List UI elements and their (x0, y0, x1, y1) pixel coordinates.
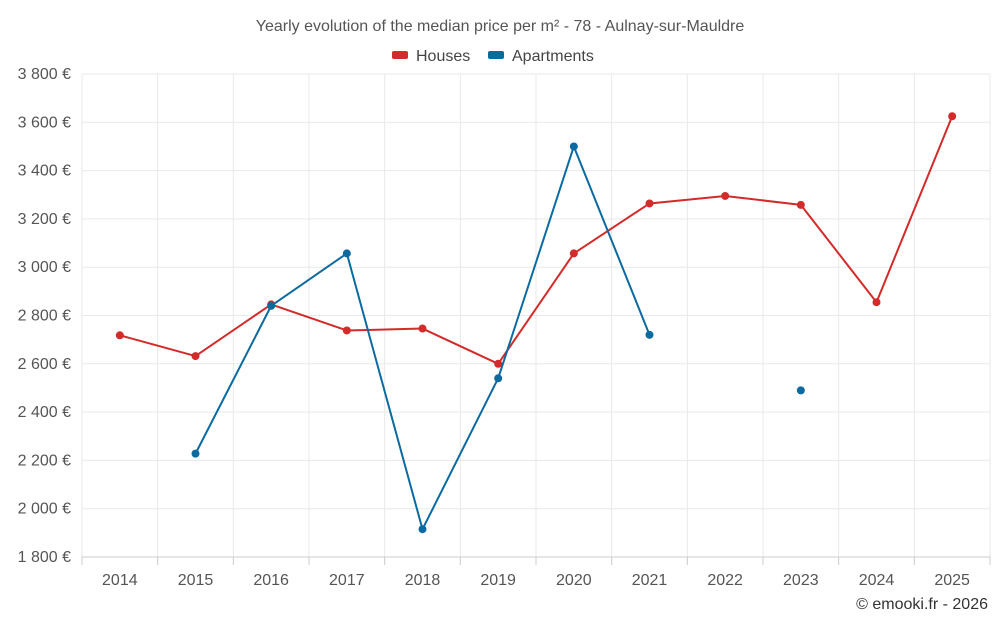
data-point-apartments-2023[interactable] (796, 386, 805, 395)
legend-label-apartments[interactable]: Apartments (512, 48, 594, 65)
data-point-apartments-2016[interactable] (267, 301, 276, 310)
x-tick-label: 2021 (632, 572, 668, 589)
data-point-houses-2025[interactable] (948, 112, 957, 121)
legend-swatch-houses[interactable] (392, 51, 408, 59)
axes (81, 556, 991, 565)
data-point-apartments-2020[interactable] (569, 142, 578, 151)
data-point-houses-2020[interactable] (569, 249, 578, 258)
data-point-houses-2024[interactable] (872, 298, 881, 307)
x-tick-label: 2020 (556, 572, 592, 589)
x-tick-label: 2018 (405, 572, 441, 589)
data-point-houses-2015[interactable] (191, 352, 200, 361)
credit-text: © emooki.fr - 2026 (856, 596, 988, 613)
y-tick-label: 3 400 € (18, 163, 71, 180)
data-point-houses-2017[interactable] (342, 326, 351, 335)
y-tick-label: 3 200 € (18, 211, 71, 228)
x-tick-label: 2014 (102, 572, 138, 589)
x-axis-ticks: 2014 2015 2016 2017 2018 2019 2020 2021 2022 2023… (102, 572, 970, 589)
x-tick-label: 2017 (329, 572, 365, 589)
data-point-houses-2022[interactable] (721, 191, 730, 200)
y-tick-label: 2 800 € (18, 308, 71, 325)
y-tick-label: 3 000 € (18, 259, 71, 276)
y-tick-label: 3 600 € (18, 114, 71, 131)
series-line-apartments (194, 145, 651, 531)
x-tick-label: 2023 (783, 572, 819, 589)
legend-label-houses[interactable]: Houses (416, 48, 470, 65)
grid-lines (81, 73, 991, 557)
x-tick-label: 2019 (480, 572, 516, 589)
x-tick-label: 2016 (253, 572, 289, 589)
x-tick-label: 2024 (859, 572, 895, 589)
data-point-apartments-2019[interactable] (494, 374, 503, 383)
data-point-apartments-2017[interactable] (342, 249, 351, 258)
data-point-apartments-2021[interactable] (645, 330, 654, 339)
chart-title: Yearly evolution of the median price per… (256, 18, 745, 35)
y-tick-label: 2 000 € (18, 501, 71, 518)
y-tick-label: 2 200 € (18, 452, 71, 469)
x-tick-label: 2022 (707, 572, 743, 589)
data-point-houses-2023[interactable] (796, 200, 805, 209)
data-point-houses-2014[interactable] (115, 331, 124, 340)
series-apartments (191, 142, 805, 534)
y-tick-label: 2 400 € (18, 404, 71, 421)
series-line-houses (119, 115, 954, 365)
data-point-houses-2019[interactable] (494, 359, 503, 368)
y-tick-label: 2 600 € (18, 356, 71, 373)
x-tick-label: 2015 (178, 572, 214, 589)
data-point-apartments-2018[interactable] (418, 525, 427, 534)
series-houses (115, 112, 957, 368)
legend-swatch-apartments[interactable] (488, 51, 504, 59)
data-point-houses-2018[interactable] (418, 324, 427, 333)
data-series (115, 112, 957, 534)
x-tick-label: 2025 (934, 572, 970, 589)
data-point-apartments-2015[interactable] (191, 449, 200, 458)
data-point-houses-2021[interactable] (645, 199, 654, 208)
y-axis-ticks: 1 800 € 2 000 € 2 200 € 2 400 € 2 600 € 2 800… (18, 66, 71, 566)
chart-legend: Houses Apartments (392, 48, 594, 65)
y-tick-label: 3 800 € (18, 66, 71, 83)
y-tick-label: 1 800 € (18, 549, 71, 566)
